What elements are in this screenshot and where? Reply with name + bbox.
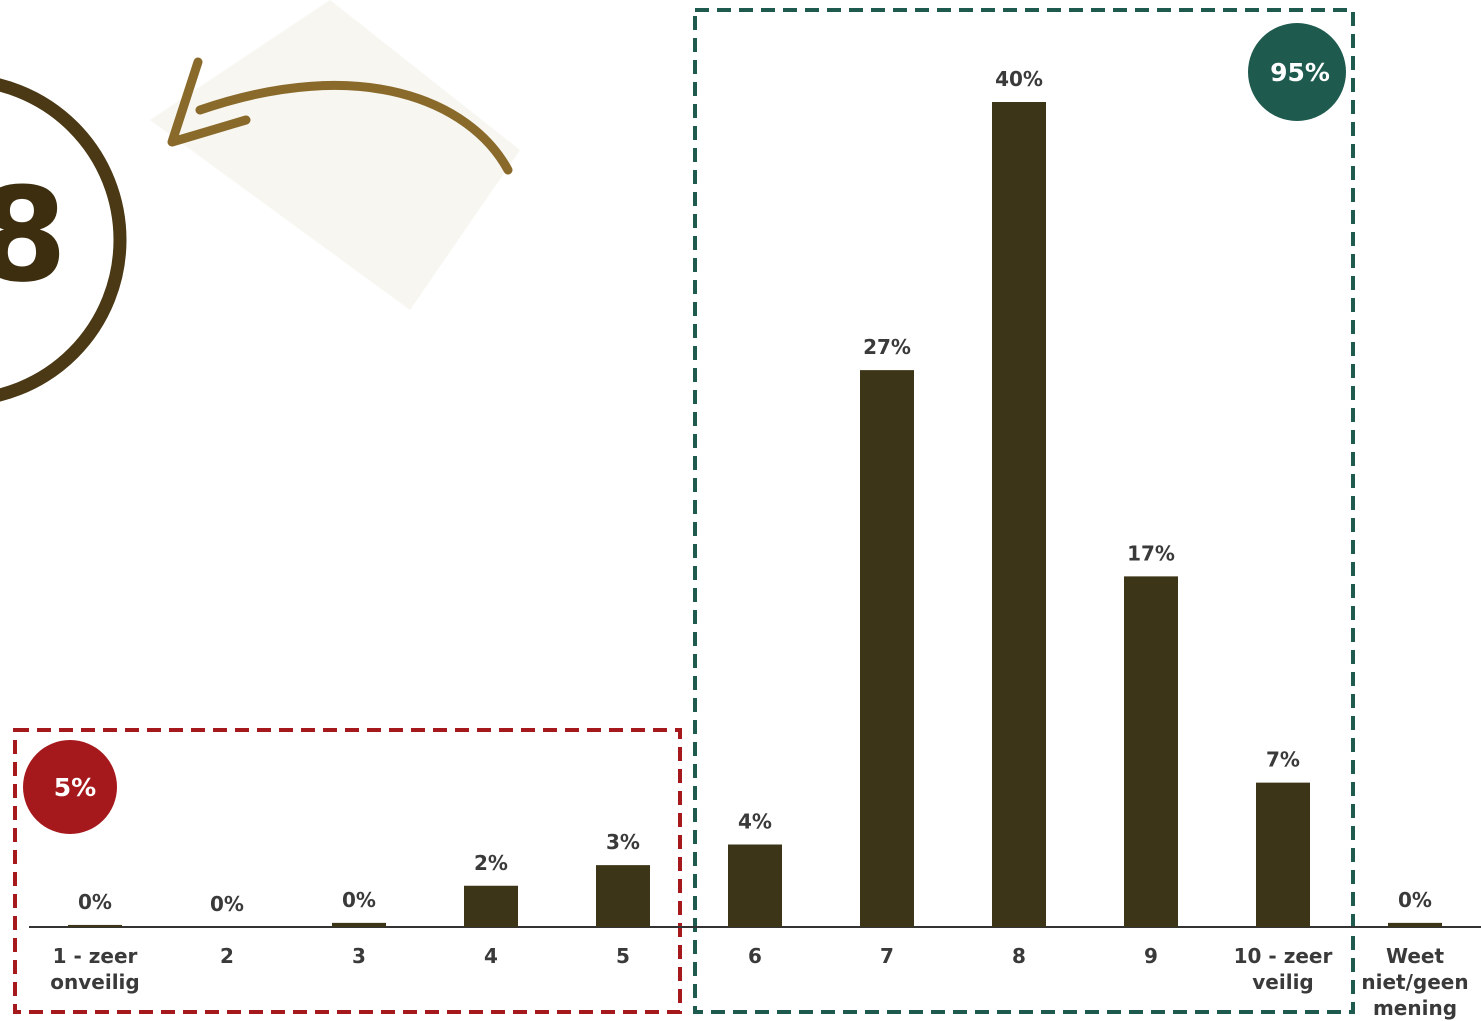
bar [596,865,650,927]
score-text: 8 [0,159,67,311]
x-tick-label: 9 [1144,944,1158,968]
x-tick-label: Weet niet/geen mening [1361,944,1469,1020]
value-label: 27% [863,335,911,359]
value-label: 0% [210,892,244,916]
bar [464,885,518,927]
x-tick-label: 10 - zeer veilig [1233,944,1333,994]
bar [1124,576,1178,927]
bar [332,922,386,927]
x-tick-label: 2 [220,944,234,968]
value-label: 0% [1398,888,1432,912]
arrow-head [167,57,251,147]
bar [860,370,914,927]
x-tick-label: 6 [748,944,762,968]
x-tick-label: 1 - zeer onveilig [50,944,140,994]
value-label: 0% [78,890,112,914]
high-box [693,8,1355,1014]
value-label: 17% [1127,541,1175,565]
value-label: 40% [995,67,1043,91]
x-tick-label: 5 [616,944,630,968]
bar [1256,782,1310,927]
arrow [195,80,513,175]
x-tick-label: 7 [880,944,894,968]
arrow-backdrop [150,0,520,310]
high-badge-text: 95% [1270,58,1330,87]
x-tick-label: 8 [1012,944,1026,968]
value-label: 0% [342,888,376,912]
low-badge-text: 5% [54,773,96,802]
x-tick-label: 3 [352,944,366,968]
bar [68,924,122,927]
x-tick-label: 4 [484,944,498,968]
value-label: 7% [1266,748,1300,772]
value-label: 2% [474,851,508,875]
bar [728,844,782,927]
value-label: 3% [606,830,640,854]
score-circle [0,78,127,402]
high-badge [1248,23,1346,121]
bar [992,102,1046,927]
bar [1388,922,1442,927]
low-badge [23,740,117,834]
low-box [13,728,682,1014]
value-label: 4% [738,810,772,834]
